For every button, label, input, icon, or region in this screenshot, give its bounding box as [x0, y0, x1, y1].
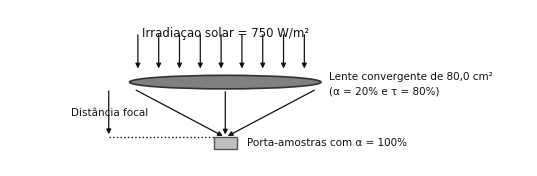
Ellipse shape — [129, 75, 321, 89]
Bar — [214, 137, 237, 149]
Text: Lente convergente de 80,0 cm²: Lente convergente de 80,0 cm² — [329, 72, 493, 82]
Text: Porta-amostras com α = 100%: Porta-amostras com α = 100% — [247, 138, 407, 148]
Text: Distância focal: Distância focal — [71, 108, 149, 118]
Text: (α = 20% e τ = 80%): (α = 20% e τ = 80%) — [329, 87, 440, 97]
Text: Irradiaçao solar = 750 W/m²: Irradiaçao solar = 750 W/m² — [142, 27, 309, 40]
